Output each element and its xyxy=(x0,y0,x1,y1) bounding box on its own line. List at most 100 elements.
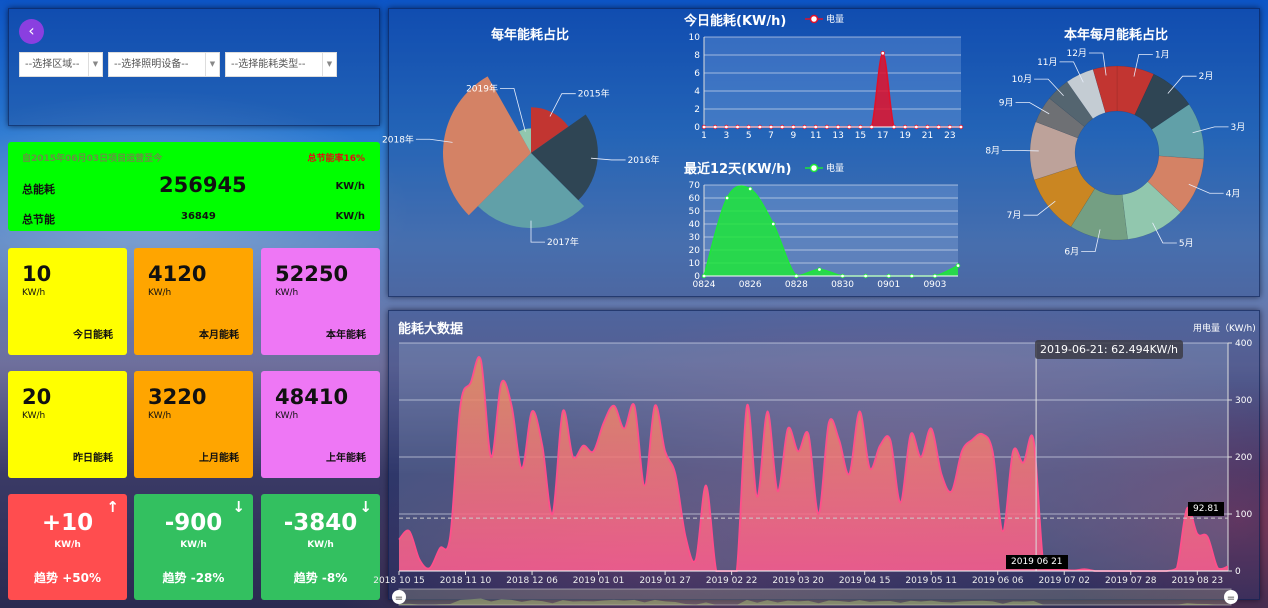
slice-label: 6月 xyxy=(1064,247,1079,258)
label-leader-line xyxy=(1059,61,1084,83)
area-select-value: --选择区域-- xyxy=(25,59,80,70)
device-select-value: --选择照明设备-- xyxy=(114,59,189,70)
energy-card-value: 48410 xyxy=(275,385,349,409)
slice-label: 2月 xyxy=(1199,71,1214,82)
y-tick-label: 0 xyxy=(694,123,700,133)
x-tick-label: 17 xyxy=(877,131,888,141)
data-point xyxy=(724,195,730,201)
energy-type-select[interactable]: --选择能耗类型-- ▼ xyxy=(225,52,337,77)
energy-card-value: 20 xyxy=(22,385,52,409)
trend-value: +10 xyxy=(41,510,94,536)
pie-slice xyxy=(1035,97,1085,139)
energy-card-label: 上年能耗 xyxy=(326,453,366,464)
chevron-left-icon: ‹ xyxy=(28,21,35,40)
big-data-chart[interactable]: 0 100 200 300 400 2018 10 15 2018 11 10 2018 12… xyxy=(373,310,1268,608)
energy-card-label: 本月能耗 xyxy=(199,330,239,341)
legend-label: 电量 xyxy=(826,162,844,174)
data-point xyxy=(880,51,885,56)
y-tick-label: 10 xyxy=(689,259,701,269)
pie-slice xyxy=(531,114,598,201)
recent-days-chart-title: 最近12天(KW/h) xyxy=(684,162,792,177)
energy-card-value: 4120 xyxy=(148,262,207,286)
back-button[interactable]: ‹ xyxy=(19,19,44,44)
y-tick-label: 400 xyxy=(1235,339,1252,349)
y-tick-label: 50 xyxy=(689,207,701,217)
pie-slice xyxy=(1029,121,1079,181)
slice-label: 2018年 xyxy=(382,133,414,145)
label-leader-line xyxy=(499,88,526,132)
area-select[interactable]: --选择区域-- ▼ xyxy=(19,52,103,77)
trend-value: -3840 xyxy=(283,510,358,536)
y-tick-label: 0 xyxy=(1235,567,1241,577)
datazoom-handle-icon: = xyxy=(395,593,403,604)
x-tick-label: 2019 01 27 xyxy=(639,576,691,586)
x-tick-label: 0903 xyxy=(923,280,946,290)
legend-marker-icon xyxy=(809,163,819,173)
y-tick-label: 100 xyxy=(1235,510,1252,520)
datazoom-handle[interactable] xyxy=(392,590,406,604)
y-tick-label: 200 xyxy=(1235,453,1252,463)
y-tick-label: 70 xyxy=(689,181,701,191)
yearly-pie-title: 每年能耗占比 xyxy=(491,28,570,43)
pie-slice xyxy=(477,153,585,229)
slice-label: 8月 xyxy=(985,145,1000,156)
data-point xyxy=(771,221,776,227)
dropdown-arrow-icon: ▼ xyxy=(88,53,102,76)
pie-slice xyxy=(1121,181,1181,240)
x-tick-label: 2019 03 20 xyxy=(772,576,824,586)
energy-card: 10 KW/h 今日能耗 xyxy=(8,248,127,355)
trend-value: -900 xyxy=(164,510,223,536)
datazoom-preview xyxy=(399,598,1228,605)
label-leader-line xyxy=(1188,183,1224,194)
energy-card: 48410 KW/h 上年能耗 xyxy=(261,371,380,478)
x-tick-label: 21 xyxy=(922,131,933,141)
y-tick-label: 6 xyxy=(694,69,700,79)
slice-label: 5月 xyxy=(1179,238,1194,249)
today-chart-title: 今日能耗(KW/h) xyxy=(684,14,787,29)
energy-card-unit: KW/h xyxy=(275,411,299,421)
device-select[interactable]: --选择照明设备-- ▼ xyxy=(108,52,220,77)
series-line xyxy=(398,356,1229,572)
slice-label: 10月 xyxy=(1012,74,1032,85)
label-leader-line xyxy=(1015,102,1050,115)
energy-card-label: 本年能耗 xyxy=(326,330,366,341)
label-leader-line xyxy=(549,93,576,117)
since-text: 自2015年06月03日项目运营至今 xyxy=(22,154,163,164)
slice-label: 2019年 xyxy=(466,82,498,94)
pie-slice xyxy=(531,107,569,153)
x-tick-label: 2018 12 06 xyxy=(506,576,558,586)
series-area xyxy=(399,356,1228,571)
energy-card: 52250 KW/h 本年能耗 xyxy=(261,248,380,355)
monthly-energy-donut: 1月 2月 3月 4月 5月 6月 7月 8月 9月 10月 11月 12月 xyxy=(985,48,1246,258)
energy-card-value: 52250 xyxy=(275,262,349,286)
average-markline-label: 92.81 xyxy=(1188,502,1224,516)
datazoom-handle[interactable] xyxy=(1224,590,1238,604)
saved-unit: KW/h xyxy=(335,211,365,222)
energy-card-label: 昨日能耗 xyxy=(73,453,113,464)
x-tick-label: 11 xyxy=(810,131,821,141)
x-tick-label: 15 xyxy=(855,131,866,141)
x-tick-label: 7 xyxy=(768,131,774,141)
label-leader-line xyxy=(1192,126,1229,134)
x-tick-label: 2019 02 22 xyxy=(706,576,758,586)
energy-card: 20 KW/h 昨日能耗 xyxy=(8,371,127,478)
slice-label: 12月 xyxy=(1066,48,1086,59)
big-data-title: 能耗大数据 xyxy=(398,322,464,337)
total-label: 总能耗 xyxy=(22,183,55,196)
y-tick-label: 2 xyxy=(694,105,700,115)
x-tick-label: 2019 01 01 xyxy=(573,576,625,586)
datazoom-handle-icon: = xyxy=(1227,593,1235,604)
pie-slice xyxy=(443,76,531,216)
slice-label: 9月 xyxy=(999,98,1014,109)
arrow-up-icon: ↑ xyxy=(106,498,119,516)
slice-label: 4月 xyxy=(1226,188,1241,199)
slice-label: 3月 xyxy=(1231,122,1246,133)
energy-card-unit: KW/h xyxy=(148,411,172,421)
saving-rate: 总节能率16% xyxy=(307,154,365,164)
label-leader-line xyxy=(1167,75,1197,94)
pie-slice xyxy=(1049,81,1094,127)
dropdown-arrow-icon: ▼ xyxy=(205,53,219,76)
trend-card: ↓ -900 KW/h 趋势 -28% xyxy=(134,494,253,600)
energy-type-select-value: --选择能耗类型-- xyxy=(231,59,306,70)
x-tick-label: 2018 11 10 xyxy=(440,576,492,586)
